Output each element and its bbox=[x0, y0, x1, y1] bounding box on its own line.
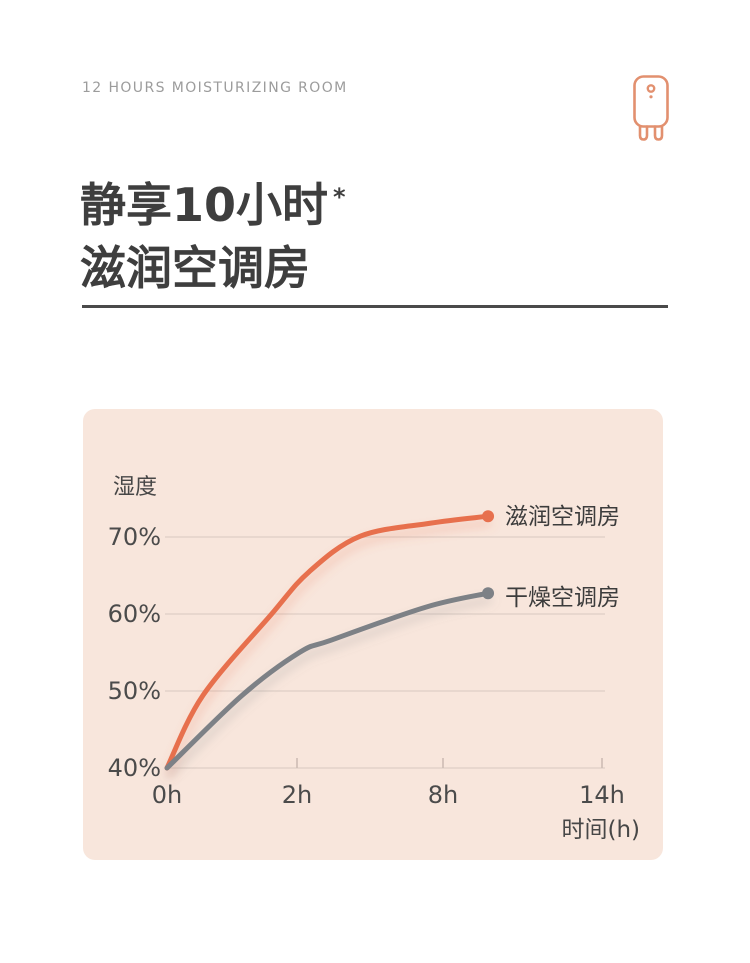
y-tick-label-60%: 60% bbox=[107, 600, 161, 628]
curve-dry-room bbox=[164, 590, 491, 771]
curve-moist-room bbox=[164, 513, 491, 771]
footnote-asterisk: * bbox=[333, 183, 346, 211]
title-line-1: 静享10小时 * bbox=[80, 178, 346, 233]
humidity-chart-panel: 湿度 70% 60% 50% 40% 0h 2h 8h 14h 滋润空调房 干燥空调房 时间(… bbox=[83, 409, 663, 860]
x-tick-label-14h: 14h bbox=[579, 781, 625, 809]
curve-end-dot-moist-room bbox=[482, 510, 495, 523]
curve-end-dot-dry-room bbox=[482, 587, 495, 600]
x-axis-title: 时间(h) bbox=[561, 817, 640, 843]
page-title: 静享10小时 * 滋润空调房 bbox=[80, 166, 346, 300]
humidifier-icon bbox=[633, 75, 669, 141]
y-tick-label-70%: 70% bbox=[107, 523, 161, 551]
y-tick-label-40%: 40% bbox=[107, 754, 161, 782]
eyebrow-text: 12 HOURS MOISTURIZING ROOM bbox=[82, 80, 348, 96]
y-tick-label-50%: 50% bbox=[107, 677, 161, 705]
title-underline bbox=[82, 305, 668, 308]
title-line-2: 滋润空调房 bbox=[80, 241, 310, 296]
legend-dry-room: 干燥空调房 bbox=[505, 585, 620, 611]
y-axis-title: 湿度 bbox=[113, 475, 158, 500]
x-tick-label-8h: 8h bbox=[427, 781, 459, 809]
legend-moist-room: 滋润空调房 bbox=[505, 504, 620, 530]
x-tick-label-2h: 2h bbox=[281, 781, 313, 809]
x-tick-label-0h: 0h bbox=[151, 781, 183, 809]
humidity-line-chart bbox=[164, 510, 605, 771]
